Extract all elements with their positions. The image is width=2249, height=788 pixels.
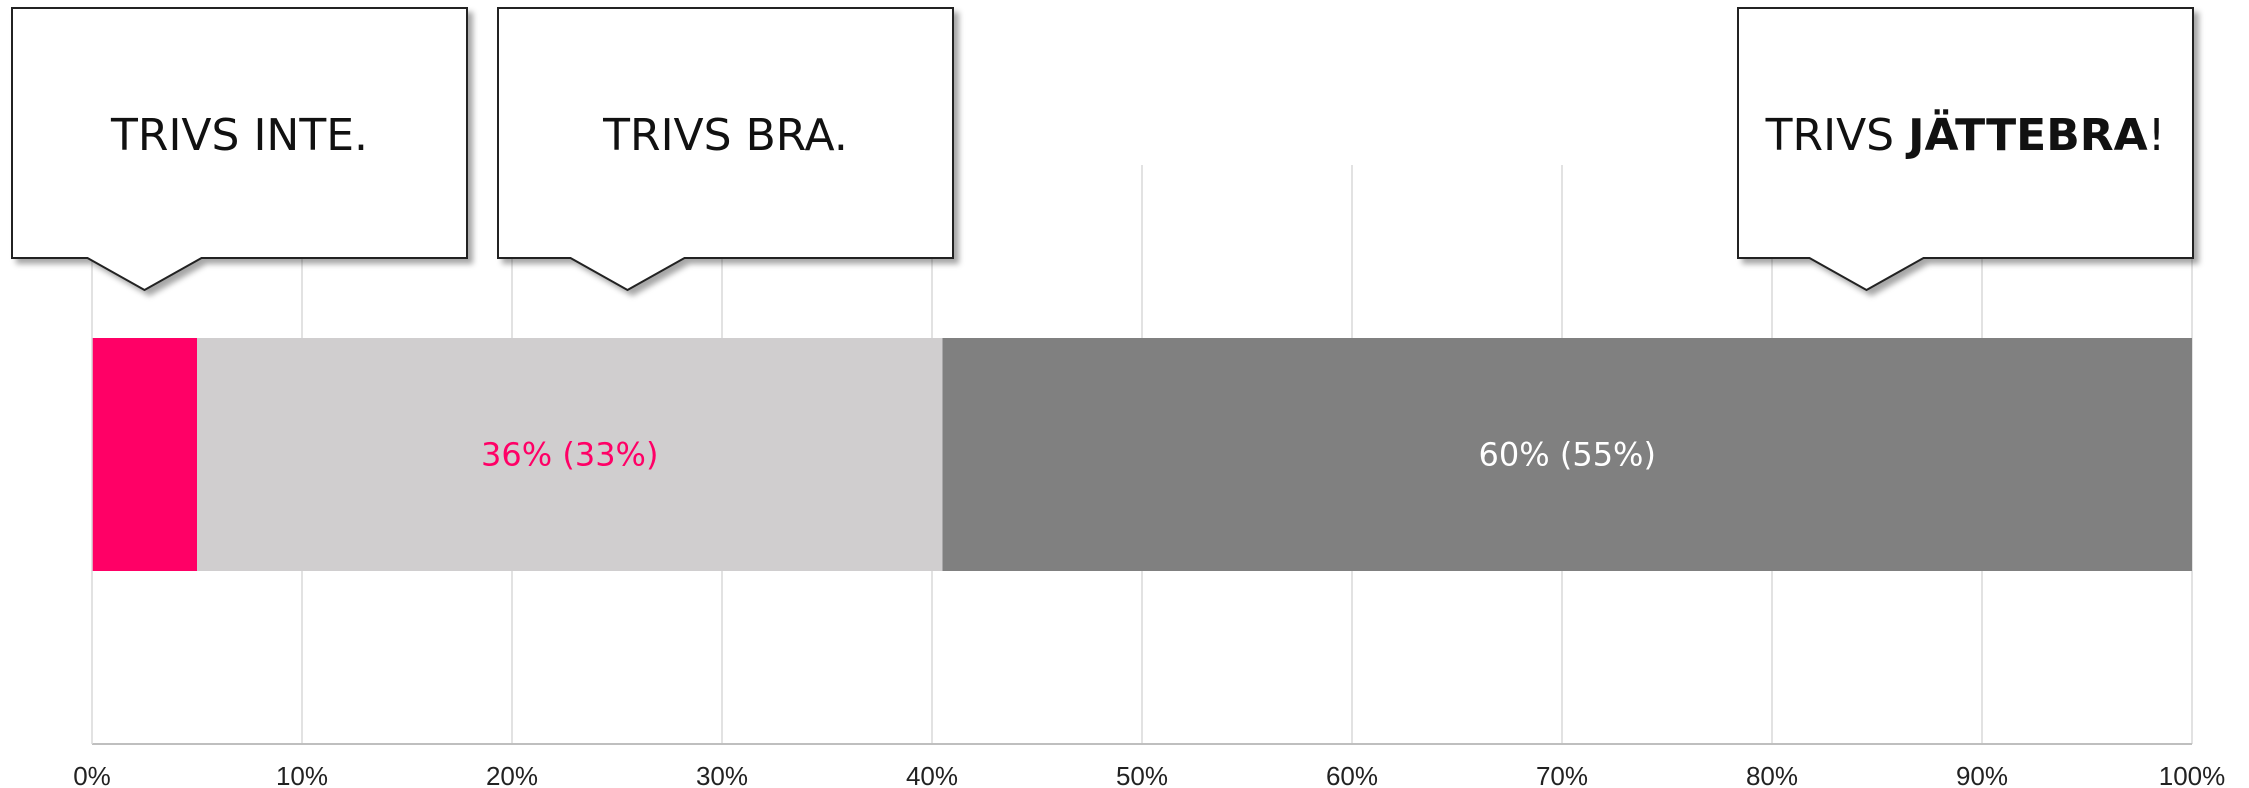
x-tick-label: 70% — [1536, 761, 1588, 788]
callout-bubble — [11, 7, 468, 292]
x-axis: 0% 10% 20% 30% 40% 50% 60% 70% 80% 90% 100% — [73, 165, 2225, 788]
callout-text-part: TRIVS BRA. — [602, 110, 848, 161]
callout: TRIVS INTE. — [11, 7, 468, 292]
segment-data-label: 60% (55%) — [1479, 436, 1656, 474]
x-tick-label: 40% — [906, 761, 958, 788]
x-tick-label: 0% — [73, 761, 111, 788]
bar-segment — [92, 338, 197, 571]
x-tick-label: 100% — [2159, 761, 2226, 788]
callout-bubble — [1737, 7, 2194, 292]
callout-text-part: TRIVS — [1765, 110, 1908, 161]
x-tick-label: 30% — [696, 761, 748, 788]
bar-segments — [92, 338, 2192, 571]
segment-labels: 36% (33%) 60% (55%) — [481, 436, 1656, 474]
callout: TRIVS JÄTTEBRA! — [1737, 7, 2194, 292]
x-tick-label: 90% — [1956, 761, 2008, 788]
callout-text-part: JÄTTEBRA — [1905, 108, 2148, 161]
x-tick-label: 20% — [486, 761, 538, 788]
callout-text-part: TRIVS INTE. — [110, 110, 368, 161]
callout-text: TRIVS BRA. — [602, 110, 848, 161]
callout-bubble — [497, 7, 954, 292]
callout: TRIVS BRA. — [497, 7, 954, 292]
x-tick-label: 80% — [1746, 761, 1798, 788]
segment-data-label: 36% (33%) — [481, 436, 658, 474]
x-tick-label: 10% — [276, 761, 328, 788]
x-tick-label: 60% — [1326, 761, 1378, 788]
callout-text: TRIVS INTE. — [110, 110, 368, 161]
bar-segment — [942, 338, 2192, 571]
bar-segment — [197, 338, 943, 571]
callout-text: TRIVS JÄTTEBRA! — [1765, 108, 2166, 161]
callouts: TRIVS INTE. TRIVS BRA. TRIVS JÄTTEBRA! — [11, 7, 2194, 292]
callout-text-part: ! — [2148, 110, 2166, 161]
x-tick-label: 50% — [1116, 761, 1168, 788]
